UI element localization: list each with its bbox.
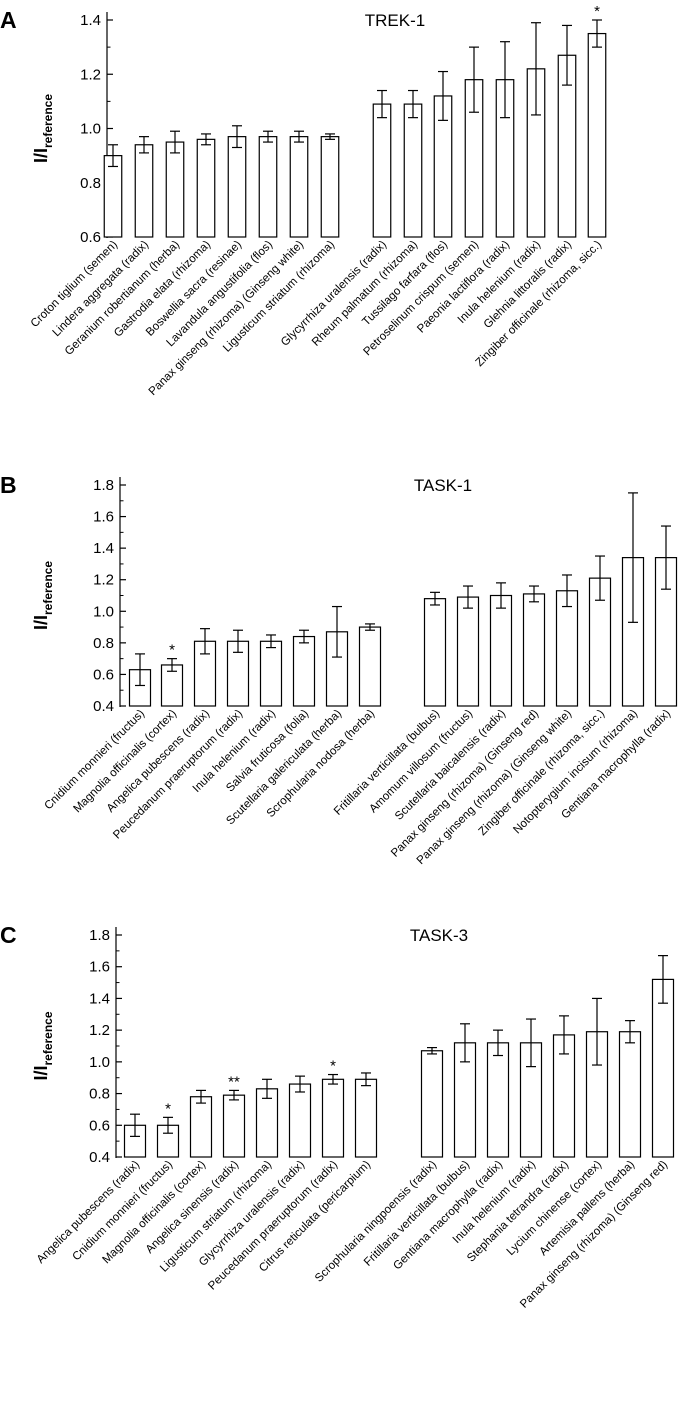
bar: [289, 136, 309, 238]
panel-letter: C: [0, 922, 17, 948]
bar: [618, 1031, 642, 1158]
y-tick-label: 1.8: [89, 927, 110, 944]
bar: [651, 978, 675, 1158]
y-tick-label: 1.6: [89, 959, 110, 976]
y-tick-label: 1.6: [93, 509, 114, 526]
category-label: Scrophularia ningpoensis (radix): [312, 1158, 439, 1285]
y-tick-label: 0.6: [93, 666, 114, 683]
panel-a: A TREK-10.60.81.01.21.4I/IreferenceCroton…: [0, 3, 607, 398]
significance-mark: *: [169, 642, 175, 659]
bar: [259, 640, 283, 707]
bar: [320, 136, 340, 238]
y-tick-label: 0.6: [89, 1117, 110, 1134]
bar: [423, 598, 447, 707]
bar: [288, 1083, 312, 1158]
bar: [165, 141, 185, 238]
bar: [189, 1096, 213, 1158]
bar: [420, 1050, 444, 1158]
bar: [103, 155, 123, 238]
y-axis-label-subscript: reference: [41, 561, 55, 615]
y-tick-label: 0.6: [80, 229, 101, 246]
bar: [134, 144, 154, 238]
y-axis-label-subscript: reference: [41, 1011, 55, 1065]
y-tick-label: 0.8: [93, 635, 114, 652]
y-tick-label: 0.4: [93, 698, 114, 715]
bar: [372, 103, 392, 238]
bar: [321, 1078, 345, 1158]
y-tick-label: 1.0: [89, 1054, 110, 1071]
y-tick-label: 1.0: [80, 121, 101, 138]
panel-letter: B: [0, 472, 17, 498]
significance-mark: *: [330, 1058, 336, 1075]
chart-title: TASK-1: [414, 476, 472, 495]
bar: [196, 138, 216, 238]
y-axis-label: I/Ireference: [31, 94, 55, 163]
panel-letter: A: [0, 7, 17, 33]
y-tick-label: 0.8: [80, 175, 101, 192]
y-tick-label: 1.4: [80, 12, 101, 29]
y-tick-label: 1.4: [89, 990, 110, 1007]
y-axis-label-subscript: reference: [41, 94, 55, 148]
bar: [255, 1088, 279, 1158]
bar: [354, 1078, 378, 1158]
bar: [227, 136, 247, 238]
y-tick-label: 1.4: [93, 540, 114, 557]
y-axis-label: I/Ireference: [31, 1011, 55, 1080]
bar: [456, 596, 480, 707]
y-tick-label: 1.0: [93, 603, 114, 620]
bar: [489, 594, 513, 707]
bar: [403, 103, 423, 238]
bar: [222, 1094, 246, 1158]
bar: [258, 136, 278, 238]
bar: [587, 32, 607, 238]
y-axis-label-main: I/I: [31, 1066, 51, 1081]
y-axis-label-main: I/I: [31, 615, 51, 630]
bar: [292, 635, 316, 707]
chart-title: TREK-1: [365, 11, 425, 30]
significance-mark: *: [165, 1100, 171, 1117]
y-tick-label: 0.4: [89, 1149, 110, 1166]
y-tick-label: 1.2: [93, 572, 114, 589]
panel-b: B TASK-1 0.4 0.6 0.8 1.0 1.2 1.4 1.6 1.8 I/Irefere…: [0, 472, 678, 867]
bar: [486, 1042, 510, 1158]
bar: [555, 590, 579, 707]
significance-mark: **: [228, 1073, 240, 1090]
bar: [358, 626, 382, 707]
panel-c: C TASK-3 0.4 0.6 0.8 1.0 1.2 1.4 1.6 1.8 I/Irefere…: [0, 922, 675, 1311]
chart-title: TASK-3: [410, 926, 468, 945]
bar: [522, 593, 546, 707]
y-tick-label: 0.8: [89, 1086, 110, 1103]
y-tick-label: 1.8: [93, 477, 114, 494]
significance-mark: *: [594, 3, 600, 20]
y-tick-label: 1.2: [89, 1022, 110, 1039]
y-axis-label: I/Ireference: [31, 561, 55, 630]
y-tick-label: 1.2: [80, 66, 101, 83]
y-axis-label-main: I/I: [31, 148, 51, 163]
